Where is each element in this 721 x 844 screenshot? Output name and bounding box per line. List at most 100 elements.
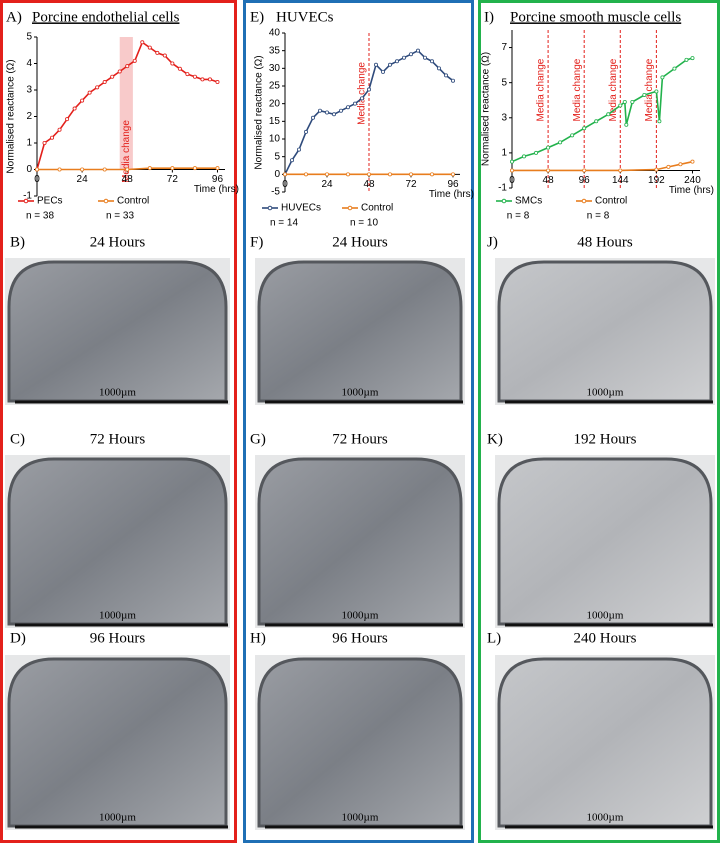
- x-tick-label: 24: [321, 179, 333, 190]
- legend-marker: [581, 198, 587, 204]
- panel-caption: 48 Hours: [577, 234, 633, 250]
- series-marker: [110, 74, 115, 79]
- panel-label: A): [6, 9, 22, 25]
- series-marker: [80, 98, 85, 103]
- series-marker: [373, 62, 378, 67]
- panel-caption: 192 Hours: [574, 431, 637, 447]
- series-marker: [50, 135, 55, 140]
- y-tick-label: -5: [271, 187, 280, 198]
- panel-caption: 24 Hours: [90, 234, 146, 250]
- series-marker: [509, 159, 514, 164]
- legend-n: n = 8: [507, 211, 530, 222]
- series-marker: [331, 112, 336, 117]
- legend-marker: [347, 205, 353, 211]
- y-tick-label: 35: [269, 45, 281, 56]
- legend-marker: [267, 205, 273, 211]
- y-tick-label: 3: [26, 85, 32, 96]
- x-axis-label: Time (hrs): [429, 189, 474, 200]
- scale-label: 1000µm: [587, 610, 624, 622]
- series-marker: [558, 140, 563, 145]
- x-tick-label: 96: [579, 175, 591, 186]
- series-marker: [436, 66, 441, 71]
- legend-label: SMCs: [515, 196, 542, 207]
- series-marker: [324, 110, 329, 115]
- series-marker: [289, 158, 294, 163]
- x-tick-label: 0: [509, 175, 515, 186]
- series-marker: [582, 168, 587, 173]
- series-marker: [192, 74, 197, 79]
- series-marker: [57, 127, 62, 132]
- panel-label: F): [250, 234, 263, 250]
- series-marker: [380, 69, 385, 74]
- series-marker: [624, 122, 629, 127]
- series-marker: [170, 166, 175, 171]
- micrograph: [7, 457, 228, 626]
- micrograph: [497, 657, 713, 828]
- x-tick-label: 144: [612, 175, 629, 186]
- column-frame: [0, 0, 237, 843]
- legend-label: Control: [117, 196, 149, 207]
- chart-title: Porcine endothelial cells: [32, 9, 180, 25]
- series-marker: [170, 61, 175, 66]
- scale-label: 1000µm: [342, 610, 379, 622]
- y-tick-label: 7: [501, 42, 507, 53]
- micrograph: [257, 457, 463, 626]
- column-frame: [243, 0, 474, 843]
- y-tick-label: 30: [269, 63, 281, 74]
- series-marker: [387, 172, 392, 177]
- series-marker: [443, 73, 448, 78]
- series-marker: [450, 78, 455, 83]
- legend-label: PECs: [37, 196, 63, 207]
- series-marker: [359, 96, 364, 101]
- series-marker: [387, 62, 392, 67]
- y-tick-label: 1: [26, 138, 32, 149]
- x-axis-label: Time (hrs): [669, 185, 714, 196]
- y-tick-label: 5: [501, 77, 507, 88]
- series-marker: [672, 66, 677, 71]
- x-tick-label: 24: [77, 174, 89, 185]
- annotation: Media change: [536, 58, 547, 121]
- y-tick-label: 40: [269, 28, 281, 39]
- legend-marker: [23, 198, 29, 204]
- series-marker: [215, 166, 220, 171]
- y-tick-label: -1: [498, 183, 507, 194]
- panel-label: J): [487, 234, 498, 250]
- y-tick-label: 5: [274, 151, 280, 162]
- series-marker: [303, 172, 308, 177]
- series-marker: [147, 166, 152, 171]
- y-tick-label: 15: [269, 116, 281, 127]
- series-marker: [125, 167, 130, 172]
- scale-label: 1000µm: [587, 387, 624, 399]
- series-marker: [303, 129, 308, 134]
- series-marker: [35, 167, 40, 172]
- series-marker: [125, 64, 130, 69]
- series-marker: [690, 159, 695, 164]
- panel-label: I): [484, 9, 494, 25]
- series-marker: [522, 154, 527, 159]
- legend-n: n = 8: [587, 211, 610, 222]
- series-marker: [345, 105, 350, 110]
- series-marker: [684, 57, 689, 62]
- x-tick-label: 0: [282, 179, 288, 190]
- series-marker: [654, 167, 659, 172]
- chart-title: HUVECs: [276, 9, 334, 25]
- panel-label: E): [250, 9, 264, 25]
- panel-label: G): [250, 431, 266, 447]
- series-marker: [80, 167, 85, 172]
- legend-marker: [501, 198, 507, 204]
- series-marker: [57, 167, 62, 172]
- y-tick-label: 10: [269, 134, 281, 145]
- series-marker: [132, 58, 137, 63]
- x-axis-label: Time (hrs): [194, 184, 239, 195]
- y-tick-label: 20: [269, 98, 281, 109]
- series-marker: [352, 101, 357, 106]
- series-marker: [509, 168, 514, 173]
- annotation: Media change: [644, 58, 655, 121]
- series-marker: [606, 112, 611, 117]
- y-tick-label: 1: [501, 148, 507, 159]
- series-marker: [408, 172, 413, 177]
- y-tick-label: 25: [269, 81, 281, 92]
- micrograph: [257, 657, 463, 828]
- annotation: Media change: [121, 120, 132, 183]
- series-marker: [570, 133, 575, 138]
